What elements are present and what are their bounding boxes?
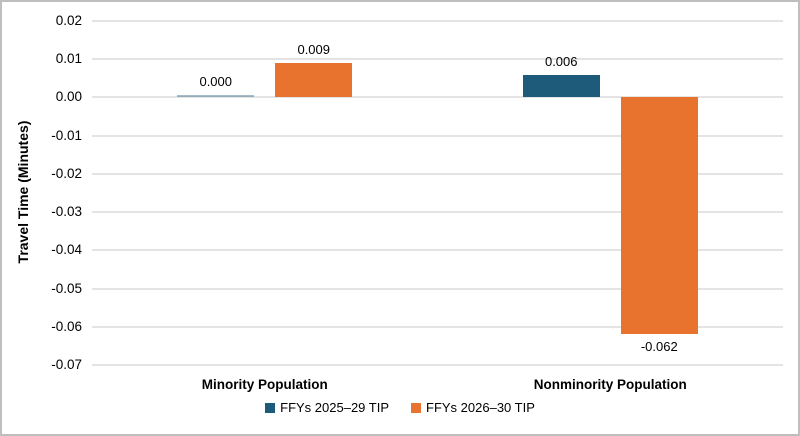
bar-series1-cat2 xyxy=(522,74,600,98)
data-label: -0.062 xyxy=(640,339,678,355)
category-label: Minority Population xyxy=(201,377,328,392)
y-axis-tick-label: -0.04 xyxy=(51,242,82,258)
bar-series2-cat2 xyxy=(620,97,698,335)
gridline xyxy=(92,364,783,366)
legend: FFYs 2025–29 TIP FFYs 2026–30 TIP xyxy=(2,400,798,415)
y-axis-tick-label: 0.01 xyxy=(55,51,82,67)
gridline xyxy=(92,325,783,328)
gridline xyxy=(92,96,783,99)
gridline xyxy=(92,172,783,175)
gridline xyxy=(92,134,783,137)
data-label: 0.006 xyxy=(544,53,578,69)
legend-swatch-icon xyxy=(265,402,276,413)
data-label: 0.009 xyxy=(297,42,331,58)
gridline xyxy=(92,249,783,252)
legend-label: FFYs 2026–30 TIP xyxy=(426,400,535,415)
legend-item-2: FFYs 2026–30 TIP xyxy=(411,400,535,415)
gridline xyxy=(92,20,783,22)
y-axis-tick-label: -0.02 xyxy=(51,165,82,181)
y-axis-tick-label: -0.06 xyxy=(51,318,82,334)
gridline xyxy=(92,58,783,61)
y-axis-tick-label: -0.05 xyxy=(51,280,82,296)
category-label: Nonminority Population xyxy=(533,377,687,392)
legend-item-1: FFYs 2025–29 TIP xyxy=(265,400,389,415)
bar-series1-cat1 xyxy=(177,95,255,98)
data-label: 0.000 xyxy=(199,74,233,90)
legend-label: FFYs 2025–29 TIP xyxy=(280,400,389,415)
y-axis-tick-label: -0.01 xyxy=(51,127,82,143)
y-axis-tick-label: -0.07 xyxy=(51,357,82,372)
y-axis-tick-label: -0.03 xyxy=(51,204,82,220)
gridline xyxy=(92,287,783,290)
y-axis-tick-label: 0.02 xyxy=(55,13,82,28)
bar-series2-cat1 xyxy=(275,63,353,98)
y-axis-title: Travel Time (Minutes) xyxy=(15,120,31,264)
y-axis-tick-label: 0.00 xyxy=(55,89,82,105)
gridline xyxy=(92,211,783,214)
legend-swatch-icon xyxy=(411,402,421,413)
